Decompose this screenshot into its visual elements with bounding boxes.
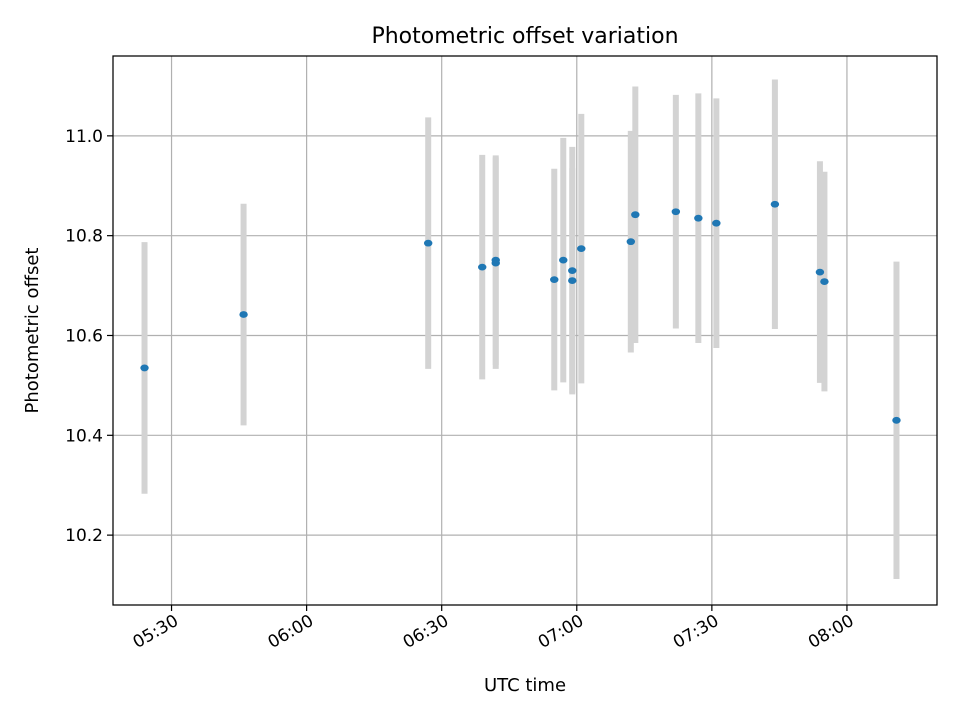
data-point — [631, 211, 640, 219]
y-tick-label: 10.4 — [65, 426, 103, 446]
chart-title: Photometric offset variation — [371, 24, 678, 49]
data-point — [577, 245, 586, 253]
data-point — [423, 239, 433, 247]
data-point — [550, 276, 559, 283]
y-axis-label: Photometric offset — [22, 248, 43, 414]
x-axis-label: UTC time — [484, 675, 566, 696]
ticks: 05:30 06:00 06:30 07:00 07:30 08:00 10.2 10.4 10… — [65, 127, 857, 653]
data-point — [568, 277, 577, 284]
data-point — [815, 268, 825, 276]
data-points — [140, 200, 901, 424]
data-point — [770, 200, 780, 208]
y-tick-label: 10.8 — [65, 227, 103, 247]
error-bars — [141, 79, 900, 580]
data-point — [478, 263, 487, 271]
x-tick-label: 07:00 — [535, 611, 587, 653]
data-point — [491, 256, 500, 264]
data-point — [559, 256, 568, 264]
x-tick-label: 08:00 — [805, 611, 857, 653]
y-tick-label: 11.0 — [65, 127, 103, 147]
x-tick-label: 07:30 — [670, 611, 722, 653]
plot-frame — [112, 55, 938, 606]
data-point — [892, 416, 901, 424]
data-point — [671, 208, 681, 216]
y-tick-label: 10.6 — [65, 326, 103, 346]
data-point — [712, 219, 721, 227]
data-point — [239, 311, 248, 318]
x-tick-label: 06:00 — [265, 611, 317, 653]
data-point — [694, 214, 703, 222]
grid — [113, 56, 937, 605]
data-point — [568, 267, 577, 275]
data-point — [820, 278, 829, 285]
y-tick-label: 10.2 — [65, 526, 103, 546]
x-tick-label: 05:30 — [130, 611, 182, 653]
x-tick-label: 06:30 — [400, 611, 452, 653]
data-point — [140, 364, 149, 372]
data-point — [626, 238, 636, 246]
